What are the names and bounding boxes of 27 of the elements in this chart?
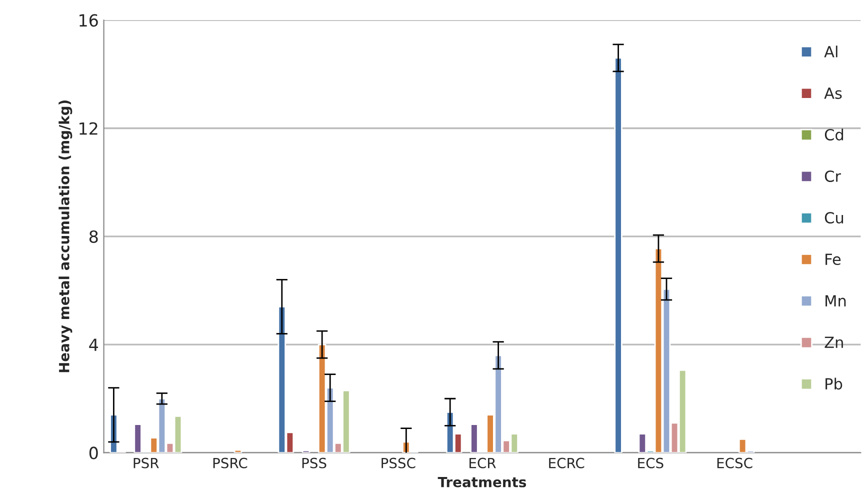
y-tick-label: 4 [89,338,98,351]
y-axis-title: Heavy metal accumulation (mg/kg) [58,100,72,372]
x-axis-title: Treatments [438,476,526,488]
x-tick-label: ECSC [717,458,752,468]
x-tick-label: ECRC [549,458,584,468]
bar [614,57,622,453]
legend-label: Cd [824,128,844,140]
x-tick-label: PSS [302,458,326,468]
y-tick-label: 8 [89,230,98,243]
legend-label: Pb [826,378,842,390]
x-tick-label: PSR [134,458,159,468]
legend-label: Fe [826,254,841,266]
legend-label: Mn [826,295,846,306]
legend-label: As [824,88,842,99]
x-tick-label: ECR [470,458,496,468]
bar [302,450,310,453]
x-tick-label: PSSC [382,458,416,468]
y-tick-label: 16 [80,14,98,27]
x-tick-label: PSRC [213,458,248,468]
y-tick-label: 12 [80,122,98,135]
legend-label: Zn [824,336,843,348]
x-tick-label: ECS [638,458,664,468]
y-tick-label: 0 [89,446,98,460]
legend-label: Cr [824,170,842,182]
bar [234,449,242,453]
legend-label: Cu [824,212,844,224]
legend-label: Al [824,46,838,58]
